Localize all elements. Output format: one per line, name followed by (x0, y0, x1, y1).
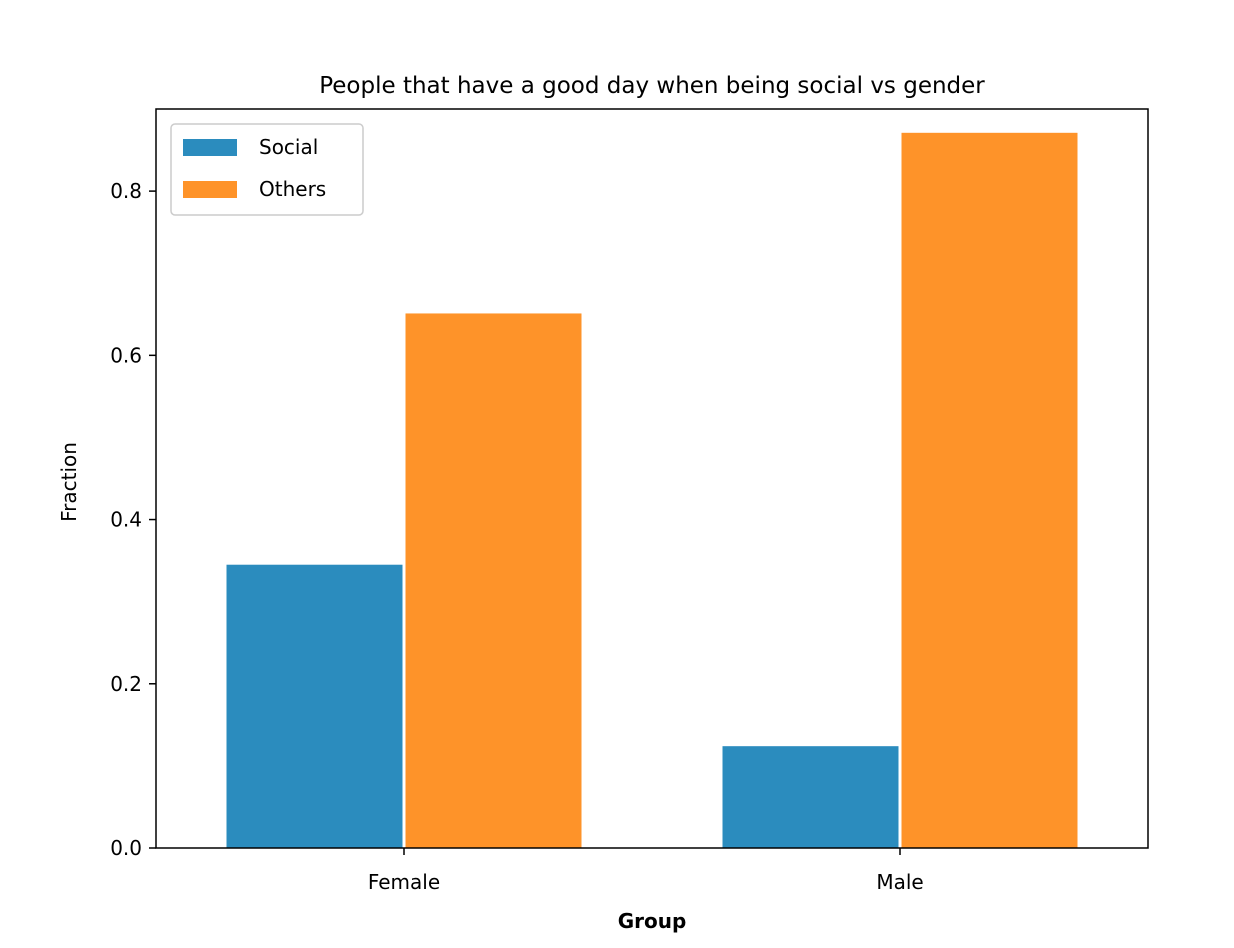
bar-others-female (405, 313, 582, 848)
axes-frame (155, 108, 1149, 849)
y-tick-label: 0.6 (110, 343, 142, 367)
legend: Social Others (170, 123, 364, 216)
y-tick-label: 0.2 (110, 672, 142, 696)
y-tick-label: 0.4 (110, 508, 142, 532)
bar-others-male (901, 132, 1078, 848)
bar-social-female (226, 564, 403, 848)
bar-social-male (722, 746, 899, 848)
y-tick-label: 0.8 (110, 179, 142, 203)
plot-area: Female Male 0.0 0.2 0.4 0.6 0.8 (110, 108, 1149, 894)
legend-swatch-others (183, 181, 237, 198)
x-axis-label: Group (618, 909, 687, 933)
y-axis-label: Fraction (57, 442, 81, 522)
x-tick-label: Female (368, 870, 440, 894)
y-tick-label: 0.0 (110, 836, 142, 860)
chart-title: People that have a good day when being s… (319, 73, 985, 99)
x-tick-label: Male (876, 870, 923, 894)
legend-label-others: Others (259, 177, 326, 201)
legend-label-social: Social (259, 135, 318, 159)
legend-swatch-social (183, 139, 237, 156)
